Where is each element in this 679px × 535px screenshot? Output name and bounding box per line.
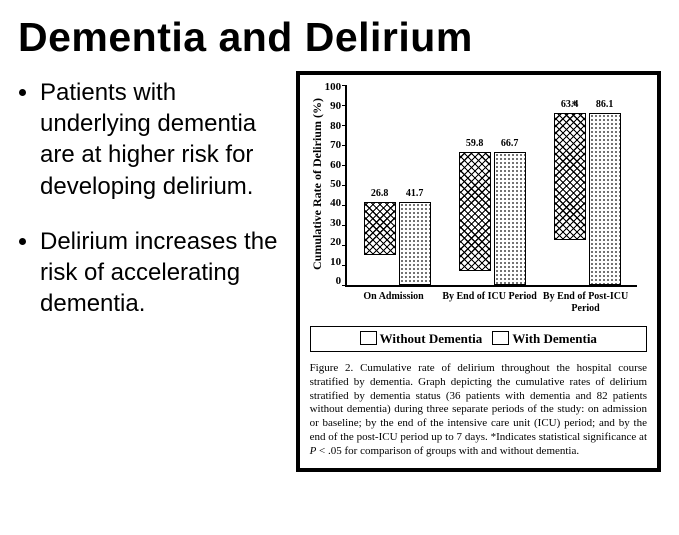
y-tick: 30 — [325, 217, 342, 229]
slide: Dementia and Delirium Patients with unde… — [0, 0, 679, 535]
y-tick: 20 — [325, 236, 342, 248]
bullet-item: Delirium increases the risk of accelerat… — [40, 226, 288, 320]
x-axis-labels: On Admission By End of ICU Period By End… — [346, 291, 649, 314]
legend: Without Dementia With Dementia — [310, 326, 647, 352]
figure-panel: Cumulative Rate of Delirium (%) 100 90 8… — [296, 71, 661, 472]
bar: 66.7 — [494, 152, 526, 285]
x-tick-label: By End of ICU Period — [442, 291, 538, 314]
bar-group: 59.866.7 — [452, 152, 532, 285]
bar: 86.1* — [589, 113, 621, 285]
body-row: Patients with underlying dementia are at… — [18, 71, 661, 472]
slide-title: Dementia and Delirium — [18, 14, 661, 61]
bar: 63.4 — [554, 113, 586, 240]
legend-swatch-hatch — [360, 331, 377, 345]
bar-value-label: 63.4 — [555, 99, 585, 110]
bar-value-label: 66.7 — [495, 138, 525, 149]
chart: Cumulative Rate of Delirium (%) 100 90 8… — [308, 81, 649, 287]
y-axis-label: Cumulative Rate of Delirium (%) — [308, 81, 325, 287]
bullet-item: Patients with underlying dementia are at… — [40, 77, 288, 202]
y-tick: 0 — [325, 275, 342, 287]
legend-label: Without Dementia — [380, 331, 483, 346]
legend-swatch-dot — [492, 331, 509, 345]
x-tick-label: On Admission — [346, 291, 442, 314]
y-tick: 90 — [325, 100, 342, 112]
y-tick: 50 — [325, 178, 342, 190]
y-tick: 70 — [325, 139, 342, 151]
y-tick: 60 — [325, 159, 342, 171]
significance-marker: * — [572, 97, 578, 112]
y-tick: 10 — [325, 256, 342, 268]
legend-item: Without Dementia — [360, 331, 483, 347]
y-tick: 80 — [325, 120, 342, 132]
x-tick-label: By End of Post-ICU Period — [538, 291, 634, 314]
bullet-list: Patients with underlying dementia are at… — [18, 77, 288, 319]
bar: 59.8 — [459, 152, 491, 272]
bar: 41.7 — [399, 202, 431, 285]
bar-value-label: 86.1 — [590, 99, 620, 110]
bar-value-label: 59.8 — [460, 138, 490, 149]
legend-item: With Dementia — [492, 331, 597, 347]
bar-value-label: 41.7 — [400, 188, 430, 199]
bar: 26.8 — [364, 202, 396, 256]
figure-caption: Figure 2. Cumulative rate of delirium th… — [308, 362, 649, 458]
y-tick: 40 — [325, 197, 342, 209]
y-tick: 100 — [325, 81, 342, 93]
bullets-panel: Patients with underlying dementia are at… — [18, 71, 296, 472]
bar-group: 26.841.7 — [357, 202, 437, 285]
bar-value-label: 26.8 — [365, 188, 395, 199]
plot-area: 26.841.759.866.763.486.1* — [345, 85, 637, 287]
legend-label: With Dementia — [512, 331, 597, 346]
bar-group: 63.486.1* — [547, 113, 627, 285]
